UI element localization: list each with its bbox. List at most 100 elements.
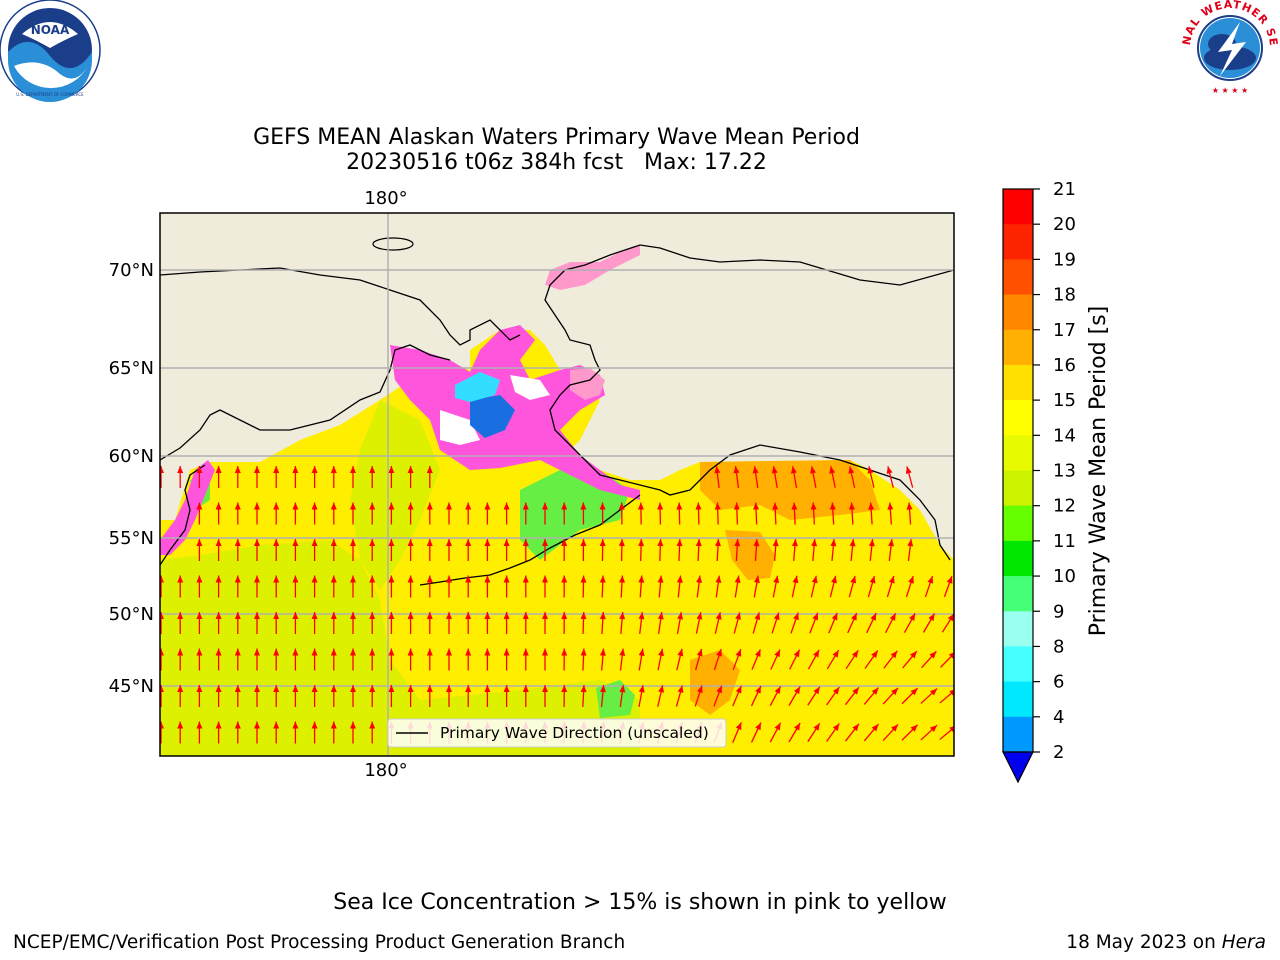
wave-arrow-head — [273, 648, 280, 656]
wave-arrow-head — [580, 612, 587, 620]
lat-label-65: 65°N — [109, 358, 154, 379]
wave-arrow-head — [829, 502, 836, 510]
wave-arrow-head — [388, 539, 395, 546]
wave-arrow-head — [599, 539, 606, 547]
colorbar-tick-label: 6 — [1053, 672, 1064, 693]
wave-arrow-head — [503, 612, 510, 619]
wave-arrow-head — [599, 575, 606, 583]
wave-arrow-head — [160, 466, 164, 473]
wave-arrow-head — [618, 502, 625, 510]
wave-arrow-head — [657, 612, 664, 620]
wave-arrow-head — [658, 685, 665, 693]
wave-arrow-head — [311, 466, 318, 473]
wave-arrow-head — [734, 539, 741, 547]
wave-arrow-head — [793, 612, 799, 621]
wave-arrow-head — [949, 689, 954, 696]
wave-arrow-head — [906, 502, 913, 510]
wave-arrow-head — [196, 502, 203, 510]
wave-arrow-head — [868, 502, 875, 510]
wave-arrow-head — [929, 688, 938, 696]
wave-arrow-head — [638, 539, 645, 547]
wave-arrow-head — [177, 685, 184, 692]
map-frame — [159, 212, 955, 757]
wave-arrow-head — [234, 575, 241, 583]
wave-arrow-head — [273, 575, 280, 583]
colorbar-tick-label: 2 — [1053, 742, 1064, 763]
title-line-2: 20230516 t06z 384h fcst Max: 17.22 — [346, 150, 767, 175]
wave-arrow-head — [753, 502, 760, 510]
wave-arrow-head — [619, 685, 626, 693]
wave-arrow-head — [503, 502, 510, 510]
wave-arrow-head — [177, 648, 184, 656]
wave-arrow-head — [426, 502, 433, 510]
wave-arrow-head — [890, 650, 898, 659]
noaa-logo: NOAA U.S. DEPARTMENT OF COMMERCE — [0, 0, 101, 102]
wave-arrow-head — [886, 466, 893, 474]
wave-arrow-head — [832, 723, 840, 731]
ocean-field-green-2 — [596, 680, 635, 718]
colorbar-tick-label: 21 — [1053, 179, 1076, 200]
wave-arrow-head — [851, 650, 859, 658]
wave-arrow-head — [292, 685, 299, 692]
wave-arrow-head — [522, 612, 529, 619]
coastline-siberia — [160, 267, 521, 346]
wave-arrow-head — [426, 575, 433, 583]
noaa-logo-name: NOAA — [31, 23, 70, 37]
wave-arrow-head — [330, 502, 337, 510]
wave-arrow-head — [311, 685, 318, 692]
wave-direction-legend: Primary Wave Direction (unscaled) — [387, 718, 727, 748]
colorbar-cell — [1003, 224, 1033, 260]
wave-arrow-head — [790, 466, 797, 474]
wave-arrow-head — [254, 721, 260, 729]
wave-arrow-head — [369, 466, 376, 473]
wave-arrow-head — [909, 613, 916, 621]
wave-arrow-head — [949, 726, 954, 733]
wave-arrow-head — [522, 575, 529, 583]
wave-arrow-head — [388, 648, 395, 656]
wave-arrow-head — [254, 612, 260, 619]
wave-arrow-head — [793, 649, 800, 658]
wave-arrow-head — [734, 575, 741, 584]
wave-arrow-head — [484, 685, 491, 692]
wave-arrow-head — [772, 502, 779, 510]
wave-arrow-head — [273, 612, 280, 619]
sea-ice-inner-white — [440, 410, 480, 445]
wave-arrow-head — [888, 539, 895, 547]
wave-arrow-head — [350, 612, 356, 619]
wave-arrow-head — [369, 575, 376, 583]
wave-arrow-head — [891, 687, 899, 696]
wave-arrow-head — [369, 612, 376, 619]
wave-arrow-head — [292, 466, 299, 473]
wave-arrow-head — [522, 648, 529, 656]
wave-arrow-head — [177, 575, 184, 583]
wave-arrow-head — [234, 721, 241, 729]
colorbar-cells — [1003, 189, 1033, 753]
wave-arrow-head — [215, 612, 222, 619]
wave-arrow-head — [407, 685, 414, 692]
wave-arrow-head — [446, 648, 452, 656]
colorbar-cell — [1003, 470, 1033, 507]
coastline-alaska — [544, 244, 954, 561]
wave-arrow-head — [755, 722, 761, 731]
wave-arrow-head — [350, 721, 356, 729]
wave-arrow-head — [350, 648, 356, 656]
wave-arrow-head — [350, 502, 356, 510]
wave-arrow-head — [774, 722, 781, 731]
wave-arrow-head — [542, 612, 548, 619]
colorbar-tick-label: 15 — [1053, 390, 1076, 411]
colorbar-tick-label: 4 — [1053, 707, 1064, 728]
wave-arrow-head — [813, 686, 820, 695]
wave-arrow-head — [829, 466, 836, 474]
wave-arrow-head — [619, 612, 626, 620]
sea-ice-inner-white-2 — [510, 375, 550, 400]
sea-ice-norton — [570, 368, 605, 400]
wave-arrow-head — [887, 502, 894, 510]
lon-label-bottom: 180° — [364, 760, 407, 781]
wave-arrow-head — [388, 685, 395, 692]
wave-arrow-head — [735, 685, 742, 694]
wave-arrow-head — [503, 648, 510, 656]
wave-arrow-head — [426, 539, 433, 546]
wave-arrow-head — [311, 648, 318, 656]
wave-arrow-head — [752, 466, 759, 474]
